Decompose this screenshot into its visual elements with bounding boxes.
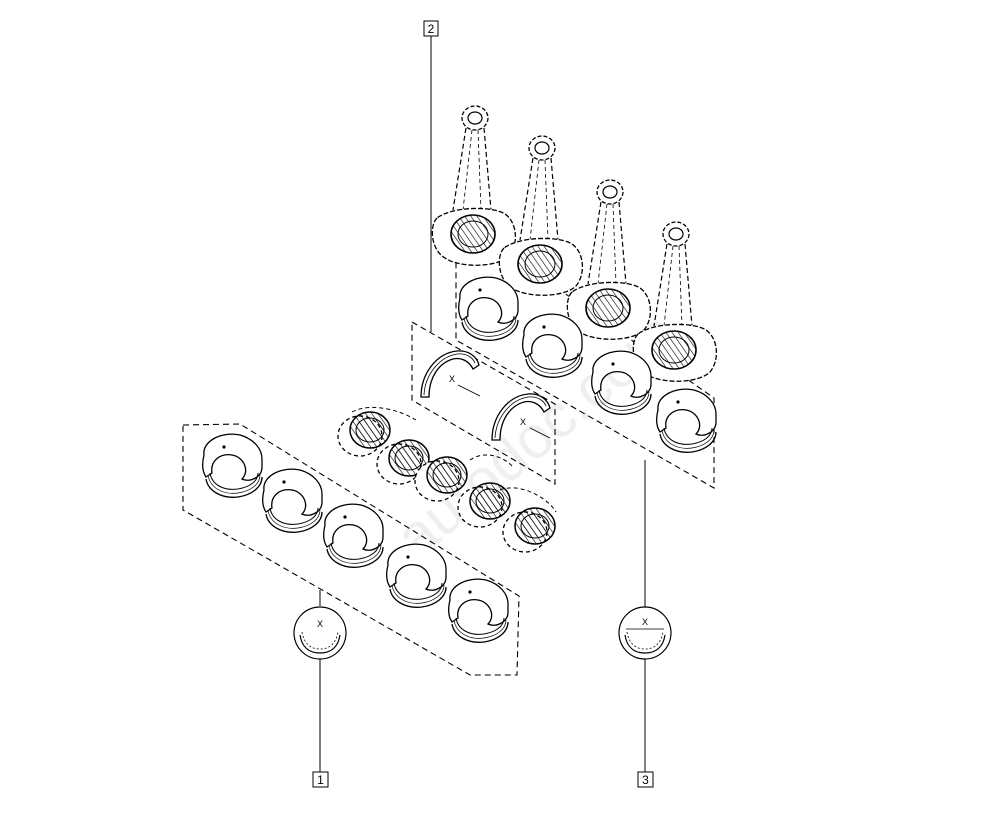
- main-bearing-shell: [323, 503, 384, 568]
- main-bearing-shell: [262, 468, 323, 533]
- connecting-rods-group: [431, 105, 718, 489]
- group-1-dashed-frame: [182, 423, 520, 676]
- main-bearing-shells-group: [182, 423, 520, 676]
- clearance-mark: X: [449, 374, 455, 384]
- clearance-mark: X: [317, 619, 323, 629]
- thrust-washers-group: X X: [411, 321, 556, 485]
- bearing-symbol-icon: X: [618, 606, 672, 660]
- callout-label: 2: [428, 22, 435, 36]
- clearance-mark: X: [642, 617, 648, 627]
- connecting-rod: [498, 135, 584, 297]
- group-2-dashed-frame: [411, 321, 556, 485]
- callout-label: 1: [317, 773, 324, 787]
- clearance-mark: X: [520, 417, 526, 427]
- crankshaft-journals: [337, 406, 557, 553]
- bearing-symbol-icon: X: [293, 606, 347, 660]
- big-end-bearing-shell: [458, 276, 519, 341]
- connecting-rod: [431, 105, 517, 267]
- big-end-bearing-shell: [656, 388, 717, 453]
- main-bearing-shell: [386, 543, 447, 608]
- callout-3: X 3: [618, 460, 672, 788]
- callout-2: 2: [423, 20, 439, 332]
- crank-journal: [337, 411, 391, 457]
- crank-journal: [502, 507, 556, 553]
- main-bearing-shell: [202, 433, 263, 498]
- callout-label: 3: [642, 773, 649, 787]
- main-bearing-shell: [448, 578, 509, 643]
- callout-1: X 1: [293, 590, 347, 788]
